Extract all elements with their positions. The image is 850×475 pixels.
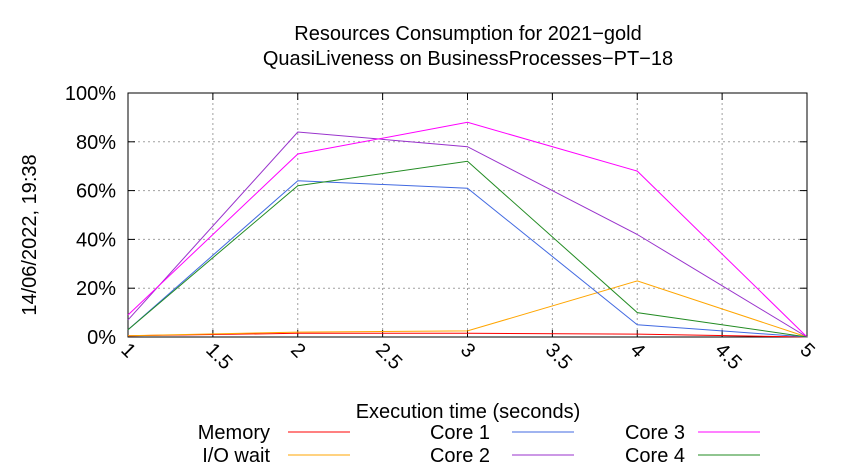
- series-lines: [127, 121, 808, 338]
- x-tick-label: 1.5: [201, 339, 236, 374]
- legend-label-core-3: Core 3: [625, 422, 685, 444]
- series-line-memory: [127, 332, 808, 338]
- chart-title: Resources Consumption for 2021−gold: [294, 23, 641, 45]
- x-tick-label: 1: [116, 339, 139, 362]
- y-tick-label: 60%: [76, 181, 116, 203]
- series-line-core-3: [127, 121, 808, 338]
- x-tick-label: 3: [456, 339, 479, 362]
- chart-subtitle: QuasiLiveness on BusinessProcesses−PT−18: [263, 48, 673, 70]
- x-tick-label: 5: [795, 339, 818, 362]
- legend-label-i-o-wait: I/O wait: [202, 445, 270, 467]
- x-tick-label: 2: [286, 339, 309, 362]
- x-tick-label: 2.5: [371, 339, 406, 374]
- x-tick-label: 4: [626, 339, 649, 362]
- series-line-core-4: [127, 160, 808, 338]
- series-line-core-1: [127, 180, 808, 338]
- x-axis-label: Execution time (seconds): [356, 401, 581, 423]
- y-tick-label: 40%: [76, 229, 116, 251]
- y-tick-label: 100%: [65, 83, 116, 105]
- legend-label-core-2: Core 2: [430, 445, 490, 467]
- series-line-core-2: [127, 131, 808, 338]
- y-tick-label: 80%: [76, 132, 116, 154]
- legend-label-core-4: Core 4: [625, 445, 685, 467]
- x-tick-label: 4.5: [711, 339, 746, 374]
- y-tick-label: 20%: [76, 278, 116, 300]
- grid: [128, 93, 807, 337]
- legend-label-core-1: Core 1: [430, 422, 490, 444]
- plot-border: [127, 92, 808, 338]
- timestamp-label: 14/06/2022, 19:38: [19, 154, 41, 315]
- x-tick-label: 3.5: [541, 339, 576, 374]
- series-line-i-o-wait: [127, 280, 808, 338]
- y-tick-label: 0%: [87, 327, 116, 349]
- legend-label-memory: Memory: [198, 422, 270, 444]
